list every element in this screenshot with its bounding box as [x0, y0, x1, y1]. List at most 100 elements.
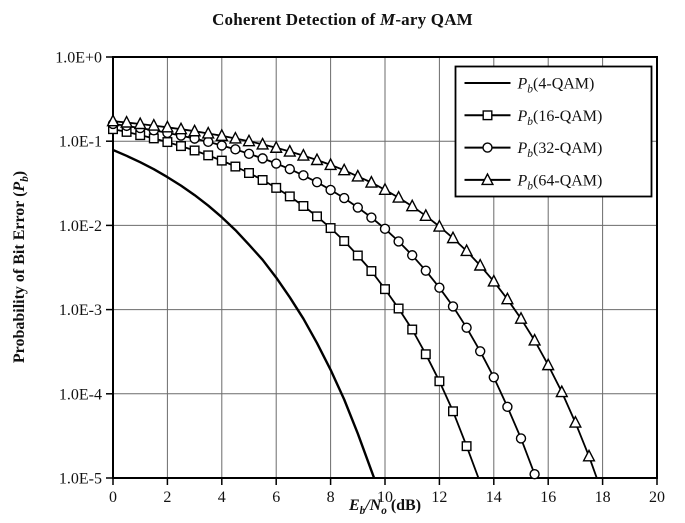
marker-square [482, 110, 493, 121]
marker-circle [339, 192, 350, 204]
marker-square [407, 324, 418, 335]
marker-circle [447, 301, 459, 312]
legend-entry-16qam: Pb(16-QAM) [464, 108, 603, 128]
legend-label: Pb(16-QAM) [517, 108, 603, 128]
marker-triangle [147, 118, 161, 131]
marker-circle [284, 163, 295, 175]
x-tick-label: 6 [272, 489, 280, 506]
marker-circle [529, 468, 540, 480]
marker-triangle [419, 208, 433, 222]
x-label-units: (dB) [386, 497, 422, 515]
marker-triangle [160, 119, 174, 133]
marker-triangle [351, 168, 365, 182]
marker-circle [271, 158, 282, 169]
marker-circle [311, 176, 323, 188]
marker-circle [515, 433, 527, 444]
series-16qam [107, 124, 480, 478]
marker-triangle [242, 133, 256, 147]
y-tick-label: 1.0E-3 [59, 302, 102, 319]
marker-circle [352, 202, 363, 213]
marker-square [189, 145, 200, 156]
x-label-sub-o: o [381, 504, 387, 517]
marker-triangle [473, 258, 487, 271]
y-tick-label: 1.0E-5 [59, 471, 102, 488]
marker-square [257, 175, 268, 186]
marker-circle [482, 142, 493, 153]
marker-circle [202, 136, 214, 148]
marker-triangle [460, 243, 474, 257]
marker-triangle [296, 148, 310, 161]
marker-circle [216, 140, 228, 151]
legend-label: Pb(32-QAM) [517, 140, 603, 160]
marker-square [448, 406, 459, 417]
x-tick-label: 18 [595, 489, 611, 506]
marker-circle [366, 212, 377, 223]
marker-triangle [269, 140, 283, 153]
legend-entry-4qam: Pb(4-QAM) [464, 76, 595, 96]
marker-square [175, 141, 186, 152]
title-italic-m: M [379, 10, 396, 29]
marker-square [243, 168, 254, 179]
marker-triangle [378, 182, 392, 195]
marker-square [162, 137, 173, 148]
marker-square [352, 250, 363, 261]
marker-triangle [188, 123, 202, 137]
title-prefix: Coherent Detection of [212, 10, 380, 29]
legend-entry-64qam: Pb(64-QAM) [464, 172, 603, 192]
marker-circle [230, 144, 241, 155]
x-tick-label: 4 [218, 489, 226, 506]
series-line-16qam [113, 128, 480, 478]
marker-triangle [392, 190, 406, 203]
marker-circle [257, 153, 268, 164]
legend: Pb(4-QAM) Pb(16-QAM) Pb(32-QAM) Pb(64-QAM) [454, 65, 653, 198]
series-64qam [106, 113, 598, 478]
x-label-sub-b: b [359, 504, 366, 517]
marker-circle [407, 250, 418, 261]
x-axis-label: Eb/No (dB) [349, 497, 421, 517]
x-tick-label: 10 [377, 489, 393, 506]
marker-circle [393, 236, 404, 247]
marker-square [271, 182, 282, 193]
x-label-E: E [348, 497, 360, 515]
marker-square [380, 284, 391, 295]
legend-label: Pb(4-QAM) [517, 76, 595, 96]
marker-circle [379, 223, 391, 235]
marker-circle [243, 148, 255, 160]
marker-square [216, 155, 227, 166]
marker-circle [461, 322, 472, 333]
marker-triangle [201, 126, 215, 139]
marker-square [325, 223, 336, 234]
x-tick-label: 0 [109, 489, 117, 506]
marker-square [393, 303, 404, 314]
legend-entry-32qam: Pb(32-QAM) [464, 140, 603, 160]
marker-triangle [568, 415, 582, 428]
marker-triangle [555, 384, 569, 398]
x-label-N: N [369, 497, 382, 515]
marker-triangle [480, 172, 495, 186]
marker-triangle [500, 291, 514, 305]
marker-triangle [446, 230, 460, 244]
series-4qam [113, 148, 376, 478]
x-tick-label: 14 [486, 489, 502, 506]
y-tick-label: 1.0E-4 [59, 386, 102, 403]
marker-triangle [174, 121, 188, 135]
legend-label: Pb(64-QAM) [517, 172, 603, 192]
marker-triangle [133, 116, 147, 130]
marker-triangle [228, 131, 242, 144]
x-tick-label: 20 [649, 489, 665, 506]
y-tick-label: 1.0E+0 [55, 50, 102, 67]
marker-circle [488, 372, 499, 383]
series-32qam [107, 118, 540, 480]
marker-circle [475, 346, 486, 357]
marker-triangle [310, 152, 324, 166]
marker-triangle [215, 128, 229, 141]
x-label-slash: / [365, 497, 370, 515]
marker-circle [325, 184, 336, 196]
marker-circle [298, 170, 309, 181]
y-tick-label: 1.0E-1 [59, 134, 102, 151]
marker-triangle [514, 311, 528, 324]
chart-title: Coherent Detection of M-ary QAM [0, 10, 685, 30]
marker-triangle [405, 198, 419, 212]
marker-triangle [324, 157, 338, 171]
